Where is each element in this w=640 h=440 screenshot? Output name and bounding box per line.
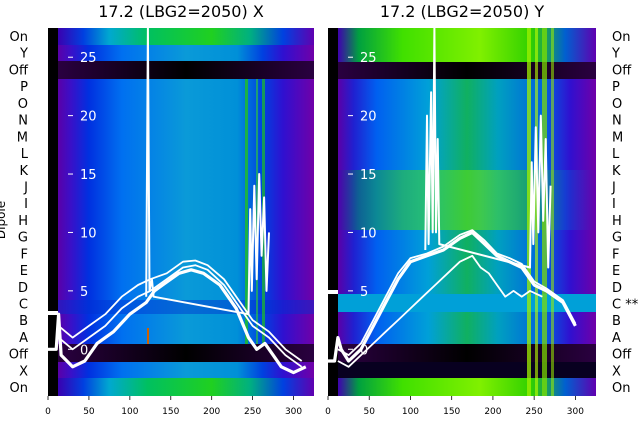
row-label: E [612,264,620,279]
x-tick-label: 150 [162,407,179,417]
row-label: K [612,164,621,179]
x-tick-label: 0 [45,407,51,417]
x-tick-label: 300 [285,407,302,417]
x-tick-label: 200 [203,407,220,417]
x-tick-label: 100 [402,407,419,417]
overlay-tick-label: 25 [80,51,97,66]
row-label: X [612,364,621,379]
row-label: Off [9,348,29,363]
x-axis: 0 50 100 150 200 250 300 [325,396,584,417]
row-label: P [612,80,620,95]
overlay-tick-label: 15 [80,168,97,183]
row-label: L [21,147,29,162]
row-label: Off [612,63,632,78]
row-label: F [612,247,619,262]
row-label: On [612,381,630,396]
x-tick-label: 50 [364,407,376,417]
row-label: X [19,364,28,379]
row-label: Y [19,47,28,62]
row-label: G [18,231,28,246]
row-label: On [10,30,28,45]
x-tick-label: 150 [443,407,460,417]
overlay-tick-label: 10 [360,226,377,241]
row-label: P [20,80,28,95]
x-tick-label: 50 [83,407,95,417]
heatmap-background [328,28,596,396]
row-label: N [18,114,28,129]
overlay-tick-label: 15 [360,168,377,183]
row-label: J [611,180,616,195]
x-tick-label: 250 [244,407,261,417]
row-label: O [612,97,622,112]
row-label: B [19,314,28,329]
row-label: Y [611,47,620,62]
heatmap-background [48,28,314,396]
row-label: L [612,147,620,162]
row-label: H [612,214,622,229]
x-tick-label: 200 [484,407,501,417]
chart-title: 17.2 (LBG2=2050) Y [380,2,545,21]
overlay-tick-label: 25 [360,51,377,66]
row-label: A [19,331,28,346]
row-label: J [23,180,28,195]
row-label: M [612,130,623,145]
row-label: K [19,164,28,179]
row-label: E [20,264,28,279]
row-label: H [18,214,28,229]
row-label: F [21,247,28,262]
row-label: I [612,197,616,212]
x-tick-label: 0 [325,407,331,417]
row-label: On [612,30,630,45]
row-label: C [19,298,28,313]
row-label: I [24,197,28,212]
row-label: A [612,331,621,346]
overlay-tick-label: 20 [360,110,377,125]
chart-title: 17.2 (LBG2=2050) X [98,2,264,21]
x-axis: 0 50 100 150 200 250 300 [45,396,302,417]
row-label: Off [612,348,632,363]
row-label: C ** [612,298,639,313]
x-tick-label: 300 [567,407,584,417]
row-label: On [10,381,28,396]
row-label: M [17,130,28,145]
row-label: O [18,97,28,112]
overlay-tick-label: 5 [80,285,88,300]
overlay-tick-label: 5 [360,285,368,300]
x-tick-label: 100 [121,407,138,417]
row-label: B [612,314,621,329]
row-label: Off [9,63,29,78]
y-axis-label: Dipole [0,201,8,239]
overlay-tick-label: 10 [80,226,97,241]
row-label: D [612,281,622,296]
x-tick-label: 250 [526,407,543,417]
row-label: G [612,231,622,246]
overlay-tick-label: 20 [80,110,97,125]
row-label: D [18,281,28,296]
row-label: N [612,114,622,129]
